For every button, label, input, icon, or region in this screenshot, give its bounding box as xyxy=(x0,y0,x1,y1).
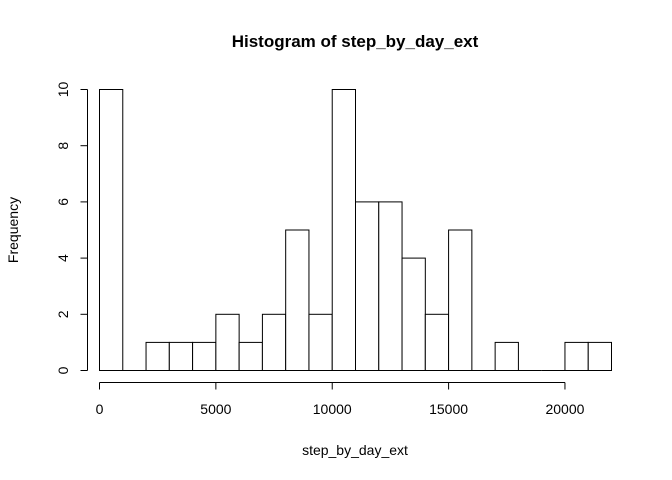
x-axis: 0 5000 10000 15000 20000 xyxy=(96,382,585,417)
histogram-bar xyxy=(238,341,263,371)
histogram-bar xyxy=(145,341,170,371)
y-tick-label: 10 xyxy=(55,82,71,98)
histogram-bar xyxy=(331,89,356,371)
histogram-bar xyxy=(494,341,519,371)
y-axis: 0 2 4 6 8 10 xyxy=(55,82,88,374)
y-tick-label: 4 xyxy=(55,254,71,262)
x-tick-label: 10000 xyxy=(313,401,352,417)
y-tick-label: 2 xyxy=(55,310,71,318)
x-tick-label: 0 xyxy=(96,401,104,417)
histogram-bar xyxy=(424,313,450,371)
histogram-bar xyxy=(401,257,426,372)
histogram-bars xyxy=(99,89,613,372)
histogram-bar xyxy=(378,201,403,371)
histogram-bar xyxy=(285,229,310,371)
x-axis-label: step_by_day_ext xyxy=(302,442,408,458)
histogram-bar xyxy=(99,89,124,371)
y-tick-label: 0 xyxy=(55,366,71,374)
histogram-bar xyxy=(448,229,473,371)
y-tick-label: 6 xyxy=(55,198,71,206)
x-tick-label: 15000 xyxy=(429,401,468,417)
histogram-bar xyxy=(215,313,240,371)
histogram-bar xyxy=(587,341,613,371)
x-tick-label: 5000 xyxy=(200,401,231,417)
y-axis-label: Frequency xyxy=(5,197,21,263)
histogram-bar xyxy=(192,341,217,371)
histogram-bar xyxy=(168,341,194,371)
histogram-bar xyxy=(355,201,380,371)
x-tick-label: 20000 xyxy=(545,401,584,417)
histogram-bar xyxy=(564,341,589,371)
histogram-bar xyxy=(261,313,287,371)
y-tick-label: 8 xyxy=(55,142,71,150)
chart-title: Histogram of step_by_day_ext xyxy=(232,32,479,51)
histogram-bar xyxy=(308,313,333,371)
